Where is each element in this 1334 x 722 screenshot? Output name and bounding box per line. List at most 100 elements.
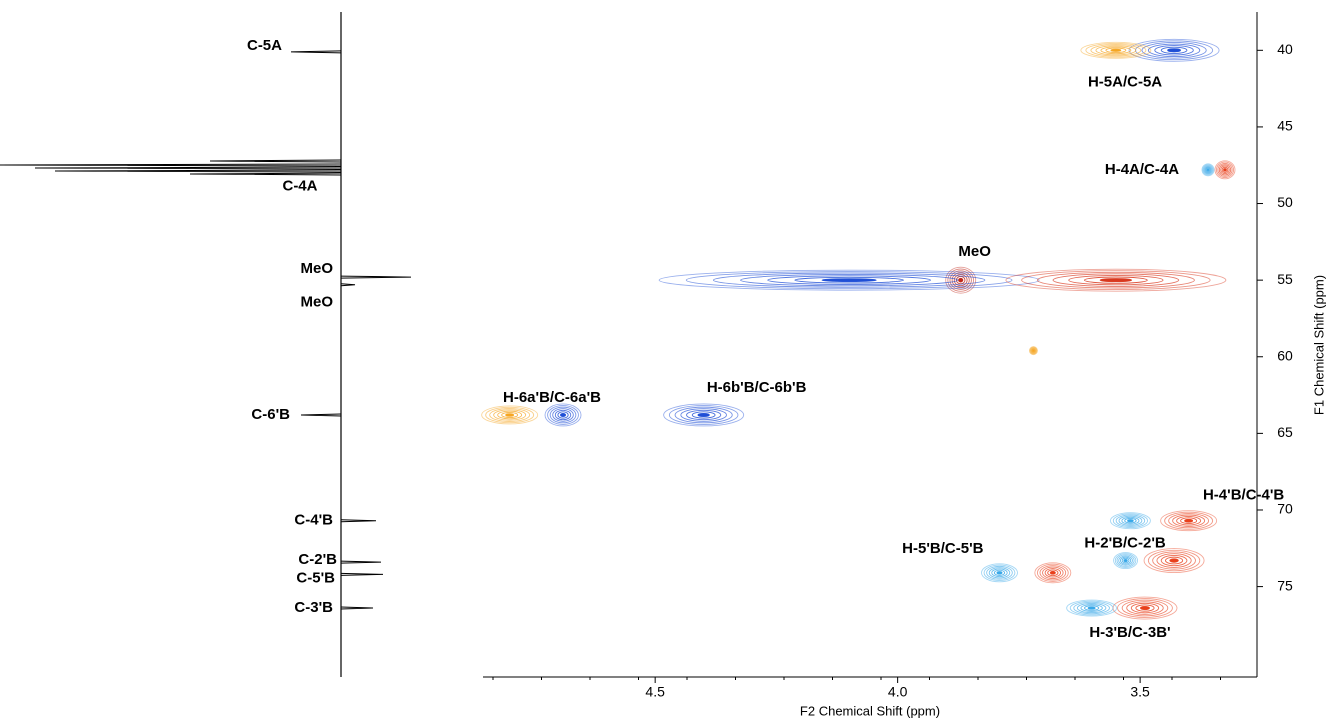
contour xyxy=(1068,274,1164,286)
contour xyxy=(1147,43,1201,58)
cross-peak xyxy=(1080,41,1152,59)
contour xyxy=(1121,516,1140,525)
contour xyxy=(658,269,1040,291)
cross-peak xyxy=(1113,552,1139,569)
cross-peak xyxy=(1112,596,1178,620)
contour xyxy=(1206,168,1210,172)
contour xyxy=(1032,349,1035,352)
contour xyxy=(547,405,579,425)
contour xyxy=(1205,167,1211,172)
projection-label: MeO xyxy=(300,294,333,311)
x-tick-label: 3.5 xyxy=(1130,684,1150,700)
cross-peak xyxy=(481,405,539,425)
contour xyxy=(1130,602,1160,614)
contour xyxy=(1154,45,1194,56)
cross-peak xyxy=(945,266,977,294)
cross-peak xyxy=(663,403,745,427)
contour xyxy=(1039,565,1067,581)
contour xyxy=(1109,512,1151,530)
y-tick-label: 40 xyxy=(1277,41,1293,57)
projection-peak xyxy=(340,275,412,279)
contour xyxy=(1164,511,1214,530)
projection-peak xyxy=(300,413,342,417)
contour xyxy=(544,403,582,427)
contour xyxy=(1117,598,1173,618)
contour xyxy=(1114,553,1137,568)
projection-label: C-2'B xyxy=(298,551,337,568)
contour xyxy=(554,409,572,421)
contour xyxy=(1152,551,1196,570)
contour xyxy=(1172,514,1206,527)
peak-label: H-4A/C-4A xyxy=(1105,161,1179,178)
y-tick-label: 75 xyxy=(1277,577,1293,593)
contour xyxy=(1147,549,1201,572)
contour xyxy=(493,409,527,421)
y-tick-label: 50 xyxy=(1277,194,1293,210)
projection-label: C-3'B xyxy=(294,599,333,616)
contour xyxy=(1087,606,1096,610)
contour xyxy=(1085,42,1147,58)
contour xyxy=(767,275,932,285)
contour xyxy=(1112,513,1149,529)
contour xyxy=(501,411,519,419)
contour xyxy=(1034,562,1072,584)
contour xyxy=(505,413,515,417)
peak-label: H-4'B/C-4'B xyxy=(1203,487,1284,504)
contour xyxy=(1036,563,1069,582)
cross-peak xyxy=(1128,38,1220,62)
contour xyxy=(1218,164,1232,176)
contour xyxy=(1139,606,1150,611)
y-axis-title: F1 Chemical Shift (ppm) xyxy=(1311,275,1326,415)
y-tick-label: 55 xyxy=(1277,271,1293,287)
contour xyxy=(1090,44,1142,57)
contour xyxy=(1223,168,1227,172)
contour xyxy=(1121,599,1169,617)
contour xyxy=(951,272,970,289)
contour xyxy=(986,565,1013,580)
peak-label: H-3'B/C-3B' xyxy=(1089,624,1170,641)
contour xyxy=(1128,38,1220,62)
contour xyxy=(712,272,986,288)
contour xyxy=(958,277,964,283)
peak-label: H-6a'B/C-6a'B xyxy=(503,389,601,406)
cross-peak xyxy=(1066,599,1118,617)
contour xyxy=(1052,273,1180,287)
contour xyxy=(1042,566,1064,579)
contour xyxy=(1160,46,1188,54)
cross-peak xyxy=(1143,548,1205,573)
contour xyxy=(1105,47,1127,54)
cross-peak xyxy=(1214,160,1236,180)
contour xyxy=(1031,348,1036,353)
y-tick-label: 65 xyxy=(1277,424,1293,440)
contour xyxy=(1073,601,1110,615)
contour xyxy=(1049,570,1056,575)
contour xyxy=(680,408,727,422)
contour xyxy=(996,571,1003,575)
projection-peak xyxy=(340,606,374,610)
contour xyxy=(489,408,531,422)
projection-peak xyxy=(340,560,382,564)
x-axis-title: F2 Chemical Shift (ppm) xyxy=(800,703,940,718)
peak-label: H-2'B/C-2'B xyxy=(1084,535,1165,552)
contour xyxy=(1069,600,1114,616)
contour xyxy=(1124,517,1137,524)
contour xyxy=(1168,513,1210,529)
contour xyxy=(1123,558,1128,563)
contour xyxy=(1080,604,1103,612)
contour xyxy=(991,568,1008,578)
projection-peak xyxy=(290,50,342,54)
contour xyxy=(1036,271,1195,289)
contour xyxy=(993,569,1006,576)
contour xyxy=(557,411,569,419)
contour xyxy=(1221,166,1229,173)
contour xyxy=(691,411,716,419)
contour xyxy=(697,412,710,418)
contour xyxy=(559,412,567,418)
cross-peak xyxy=(1109,512,1151,530)
contour xyxy=(497,410,523,420)
contour xyxy=(953,274,968,287)
contour xyxy=(1083,276,1148,284)
contour xyxy=(1029,346,1038,355)
contour xyxy=(1030,347,1037,354)
